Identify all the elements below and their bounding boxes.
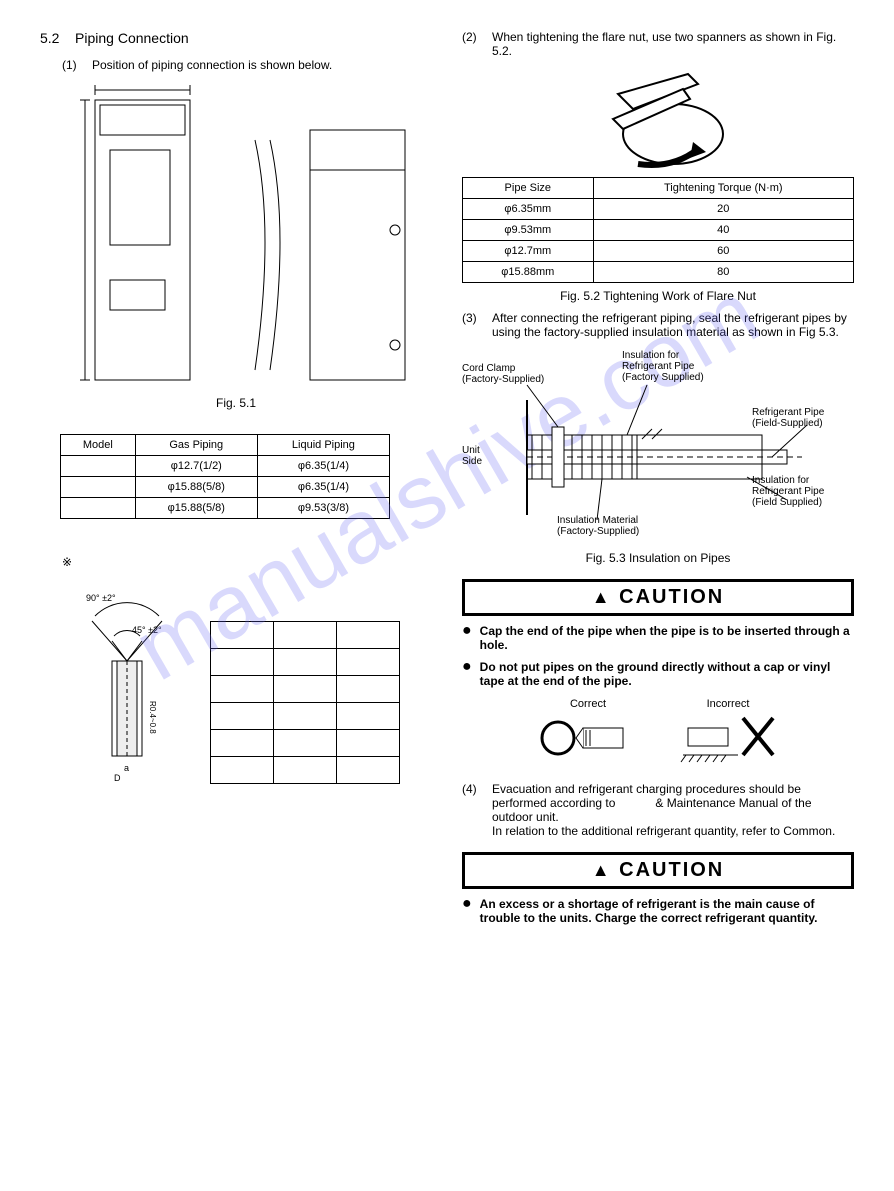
- caution2-b1: An excess or a shortage of refrigerant i…: [480, 897, 854, 925]
- item4-text: Evacuation and refrigerant charging proc…: [492, 782, 854, 838]
- cell: 20: [593, 199, 853, 220]
- spanner-svg: [578, 64, 738, 174]
- incorrect-svg: [678, 710, 778, 765]
- lbl-cord-clamp: Cord Clamp: [462, 363, 515, 374]
- cell: [61, 456, 136, 477]
- cell: φ9.53(3/8): [257, 498, 389, 519]
- correct-item: Correct: [538, 698, 638, 768]
- note-mark: ※: [62, 555, 432, 569]
- bullet-icon: ●: [462, 624, 472, 652]
- heading-text: Piping Connection: [75, 30, 189, 46]
- item3-num: (3): [462, 311, 484, 339]
- cell: [61, 477, 136, 498]
- lbl-ins2b: Refrigerant Pipe: [752, 486, 824, 497]
- caution-label-2: CAUTION: [619, 859, 724, 881]
- caution-label: CAUTION: [619, 586, 724, 608]
- cell: φ9.53mm: [463, 220, 594, 241]
- lbl-ins2a: Insulation for: [752, 475, 809, 486]
- section-heading: 5.2 Piping Connection: [40, 30, 432, 46]
- dim-d: D: [114, 773, 121, 781]
- piping-h2: Gas Piping: [135, 435, 257, 456]
- correct-svg: [538, 710, 638, 765]
- lbl-ins2c: (Field Supplied): [752, 497, 822, 508]
- lbl-refb: (Field-Supplied): [752, 418, 823, 429]
- radius-label: R0.4~0.8: [148, 701, 157, 734]
- lbl-unit: Unit: [462, 445, 480, 456]
- angle1-label: 90° ±2°: [86, 593, 116, 603]
- lbl-refa: Refrigerant Pipe: [752, 407, 824, 418]
- figure-5-1: Fig. 5.1: [40, 80, 432, 410]
- caution-box-2: ▲ CAUTION: [462, 852, 854, 889]
- cell: φ12.7mm: [463, 241, 594, 262]
- cell: φ15.88(5/8): [135, 498, 257, 519]
- piping-h3: Liquid Piping: [257, 435, 389, 456]
- warning-icon: ▲: [592, 860, 612, 880]
- bullet-icon: ●: [462, 660, 472, 688]
- cell: φ12.7(1/2): [135, 456, 257, 477]
- item3-text: After connecting the refrigerant piping,…: [492, 311, 854, 339]
- cell: 60: [593, 241, 853, 262]
- item2-text: When tightening the flare nut, use two s…: [492, 30, 854, 58]
- fig53-container: Cord Clamp (Factory-Supplied) Unit Side …: [462, 345, 854, 545]
- caution-box-1: ▲ CAUTION: [462, 579, 854, 616]
- piping-h1: Model: [61, 435, 136, 456]
- right-column: (2) When tightening the flare nut, use t…: [462, 30, 854, 933]
- cell: 40: [593, 220, 853, 241]
- caution1-b2: Do not put pipes on the ground directly …: [480, 660, 854, 688]
- incorrect-item: Incorrect: [678, 698, 778, 768]
- fig53-caption: Fig. 5.3 Insulation on Pipes: [462, 551, 854, 565]
- fig52-caption: Fig. 5.2 Tightening Work of Flare Nut: [462, 289, 854, 303]
- fig51-svg: [40, 80, 410, 390]
- lbl-ins1a: Insulation for: [622, 350, 679, 361]
- bullet-icon: ●: [462, 897, 472, 925]
- blank-table: [210, 621, 400, 784]
- left-column: 5.2 Piping Connection (1) Position of pi…: [40, 30, 432, 933]
- torque-table: Pipe Size Tightening Torque (N·m) φ6.35m…: [462, 177, 854, 283]
- item4-num: (4): [462, 782, 484, 838]
- cell: φ15.88(5/8): [135, 477, 257, 498]
- lbl-insmatb: (Factory-Supplied): [557, 526, 639, 537]
- lbl-cord-clamp2: (Factory-Supplied): [462, 374, 544, 385]
- cell: φ6.35mm: [463, 199, 594, 220]
- cell: φ15.88mm: [463, 262, 594, 283]
- caution1-b1: Cap the end of the pipe when the pipe is…: [480, 624, 854, 652]
- heading-num: 5.2: [40, 30, 59, 46]
- item2-num: (2): [462, 30, 484, 58]
- cell: [61, 498, 136, 519]
- lbl-side: Side: [462, 456, 482, 467]
- torque-h2: Tightening Torque (N·m): [593, 178, 853, 199]
- lbl-ins1c: (Factory Supplied): [622, 372, 704, 383]
- flare-angle-svg: 90° ±2° 45° ±2° R0.4~0.8 a D: [62, 581, 192, 781]
- correct-label: Correct: [538, 698, 638, 710]
- cell: φ6.35(1/4): [257, 456, 389, 477]
- item1-num: (1): [62, 58, 84, 72]
- item1-text: Position of piping connection is shown b…: [92, 58, 332, 72]
- dim-a: a: [124, 763, 129, 773]
- item4c: In relation to the additional refrigeran…: [492, 824, 835, 838]
- cell: φ6.35(1/4): [257, 477, 389, 498]
- piping-table: Model Gas Piping Liquid Piping φ12.7(1/2…: [60, 434, 390, 519]
- warning-icon: ▲: [592, 587, 612, 607]
- cell: 80: [593, 262, 853, 283]
- incorrect-label: Incorrect: [678, 698, 778, 710]
- angle2-label: 45° ±2°: [132, 625, 162, 635]
- fig51-caption: Fig. 5.1: [40, 396, 432, 410]
- lbl-insmata: Insulation Material: [557, 515, 638, 526]
- torque-h1: Pipe Size: [463, 178, 594, 199]
- lbl-ins1b: Refrigerant Pipe: [622, 361, 694, 372]
